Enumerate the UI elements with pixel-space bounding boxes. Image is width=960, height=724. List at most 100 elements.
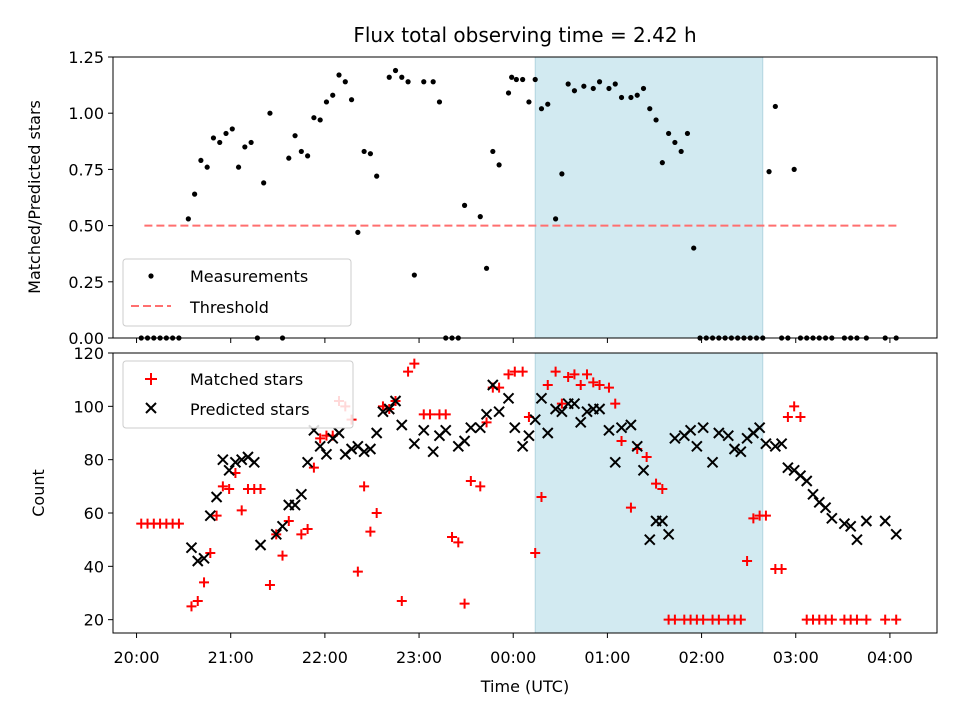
measurements-point	[198, 157, 204, 164]
predicted-stars-point	[427, 445, 439, 458]
x-tick-label: 23:00	[396, 648, 442, 667]
predicted-stars-point	[440, 424, 452, 437]
predicted-stars-point	[581, 405, 593, 418]
predicted-stars-point	[389, 395, 402, 407]
matched-stars-point	[296, 529, 307, 540]
legend-marker-measurements	[148, 273, 154, 279]
matched-stars-point	[447, 532, 458, 542]
predicted-stars-point	[609, 456, 621, 469]
x-tick-label: 22:00	[302, 648, 348, 667]
measurements-point	[210, 135, 217, 141]
measurements-point	[596, 79, 603, 85]
predicted-stars-point	[210, 491, 223, 503]
matched-stars-point	[308, 462, 319, 473]
predicted-stars-point	[465, 421, 477, 434]
predicted-stars-point	[775, 437, 788, 450]
measurements-point	[374, 173, 380, 179]
predicted-stars-point	[270, 528, 282, 541]
measurements-point	[483, 265, 490, 271]
predicted-stars-point	[760, 437, 772, 450]
measurements-point	[606, 85, 612, 92]
predicted-stars-point	[523, 429, 535, 442]
measurements-point	[348, 97, 355, 103]
measurements-point	[305, 153, 311, 159]
x-tick-label: 03:00	[773, 648, 819, 667]
top-y-axis-label: Matched/Predicted stars	[25, 100, 44, 294]
matched-stars-point	[748, 513, 759, 524]
predicted-stars-point	[625, 419, 637, 431]
observing-window-shade	[534, 352, 764, 634]
predicted-stars-point	[644, 533, 656, 546]
matched-stars-point	[199, 577, 210, 588]
predicted-stars-point	[254, 539, 267, 551]
y-tick-label: 0.50	[68, 217, 104, 236]
predicted-stars-point	[493, 405, 505, 418]
measurements-point	[496, 162, 502, 168]
measurements-point	[248, 139, 254, 146]
predicted-stars-point	[713, 427, 725, 439]
matched-stars-point	[735, 614, 746, 625]
y-tick-label: 1.00	[68, 104, 104, 123]
measurements-point	[436, 99, 443, 105]
matched-stars-point	[409, 358, 420, 369]
predicted-stars-point	[691, 440, 703, 453]
matched-stars-point	[459, 598, 470, 609]
measurements-point	[791, 166, 797, 172]
measurements-point	[766, 169, 772, 175]
predicted-stars-point	[769, 440, 782, 453]
predicted-stars-point	[706, 456, 719, 469]
measurements-point	[286, 155, 292, 161]
matched-stars-point	[465, 476, 476, 486]
predicted-stars-point	[377, 405, 389, 418]
matched-stars-point	[563, 372, 574, 382]
predicted-stars-point	[487, 379, 499, 391]
predicted-stars-point	[615, 421, 628, 434]
matched-stars-point	[789, 401, 800, 412]
matched-stars-point	[542, 380, 553, 390]
top-legend-box	[122, 258, 352, 327]
measurements-point	[336, 72, 342, 78]
predicted-stars-point	[358, 445, 370, 458]
plot-frame-0	[112, 56, 938, 339]
measurements-point	[229, 126, 235, 132]
legend-marker-predicted	[145, 402, 157, 414]
matched-stars-point	[359, 481, 370, 492]
measurements-point	[330, 92, 336, 98]
matched-stars-point	[371, 508, 382, 518]
measurements-point	[520, 76, 526, 83]
matched-stars-point	[396, 596, 407, 606]
matched-stars-point	[713, 614, 724, 625]
measurements-point	[355, 229, 361, 235]
measurements-point	[361, 148, 367, 155]
y-tick-label: 0.25	[68, 273, 104, 292]
measurements-point	[513, 76, 519, 83]
measurements-point	[392, 67, 399, 74]
predicted-stars-point	[235, 453, 248, 466]
predicted-stars-point	[223, 464, 235, 477]
predicted-stars-point	[418, 424, 430, 437]
predicted-stars-point	[458, 435, 471, 447]
matched-stars-point	[625, 502, 636, 513]
predicted-stars-point	[364, 443, 377, 455]
plot-frame-1	[112, 352, 938, 634]
x-tick-label: 04:00	[867, 648, 913, 667]
measurements-point	[411, 272, 417, 278]
predicted-stars-point	[192, 555, 204, 567]
predicted-stars-point	[807, 488, 819, 501]
predicted-stars-point	[248, 456, 260, 469]
x-tick-label: 00:00	[490, 648, 536, 667]
measurements-point	[634, 92, 640, 98]
measurements-point	[461, 202, 468, 208]
matched-stars-point	[475, 481, 486, 492]
measurements-point	[323, 99, 330, 105]
bottom-y-axis-label: Count	[29, 469, 48, 517]
measurements-point	[532, 76, 538, 83]
chart-title: Flux total observing time = 2.42 h	[353, 23, 696, 47]
matched-stars-point	[657, 484, 668, 494]
measurements-point	[553, 216, 559, 222]
matched-stars-point	[217, 481, 228, 492]
measurements-point	[684, 130, 691, 137]
matched-stars-point	[760, 510, 771, 521]
measurements-point	[490, 148, 496, 155]
